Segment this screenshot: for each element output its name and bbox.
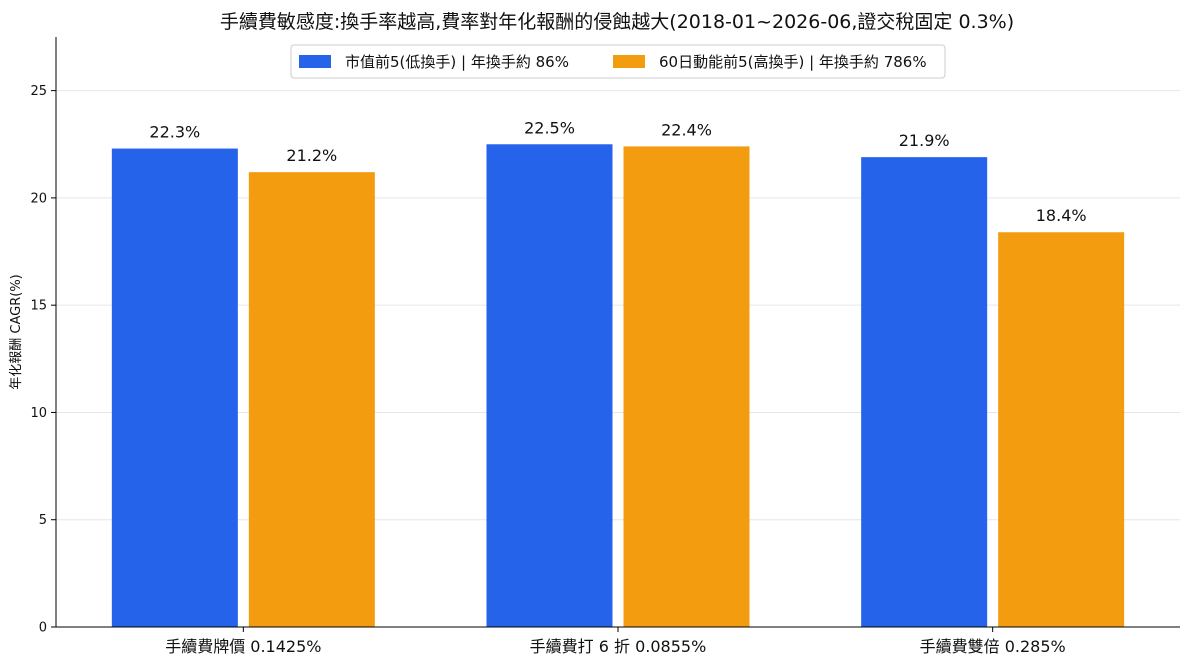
- bar-series-2-2: [623, 146, 750, 627]
- y-tick-label: 0: [39, 621, 47, 636]
- gridlines: [56, 90, 1180, 521]
- bars: [111, 144, 1125, 628]
- bar-value-label: 22.5%: [524, 118, 575, 137]
- bar-value-labels: 22.3% 21.2% 22.5% 22.4% 21.9% 18.4%: [149, 118, 1086, 225]
- legend-swatch-series-1: [299, 55, 331, 68]
- y-tick-label: 15: [30, 299, 47, 314]
- y-tick-label: 5: [39, 513, 47, 528]
- bar-series-1-1: [111, 148, 238, 627]
- x-tick-label: 手續費牌價 0.1425%: [165, 637, 321, 656]
- bar-series-2-3: [998, 232, 1125, 627]
- bar-series-1-3: [861, 157, 988, 628]
- y-axis-label: 年化報酬 CAGR(%): [9, 274, 24, 389]
- legend-label-series-1: 市值前5(低換手) | 年換手約 86%: [345, 53, 569, 71]
- bar-value-label: 21.2%: [286, 146, 337, 165]
- bar-value-label: 21.9%: [899, 131, 950, 150]
- x-ticks: 手續費牌價 0.1425% 手續費打 6 折 0.0855% 手續費雙倍 0.285…: [165, 627, 1066, 656]
- x-tick-label: 手續費打 6 折 0.0855%: [530, 637, 707, 656]
- bar-value-label: 18.4%: [1036, 206, 1087, 225]
- y-tick-label: 20: [30, 191, 47, 206]
- legend: 市值前5(低換手) | 年換手約 86% 60日動能前5(高換手) | 年換手約…: [290, 44, 946, 79]
- y-ticks: 0 5 10 15 20 25: [30, 84, 56, 636]
- chart-title: 手續費敏感度:換手率越高,費率對年化報酬的侵蝕越大(2018-01~2026-0…: [220, 11, 1014, 33]
- bar-series-2-1: [248, 172, 375, 627]
- y-tick-label: 10: [30, 406, 47, 421]
- y-tick-label: 25: [30, 84, 47, 99]
- bar-value-label: 22.4%: [661, 120, 712, 139]
- bar-series-1-2: [486, 144, 613, 628]
- bar-value-label: 22.3%: [149, 123, 200, 142]
- x-tick-label: 手續費雙倍 0.285%: [920, 637, 1066, 656]
- legend-swatch-series-2: [613, 55, 645, 68]
- legend-label-series-2: 60日動能前5(高換手) | 年換手約 786%: [659, 53, 927, 71]
